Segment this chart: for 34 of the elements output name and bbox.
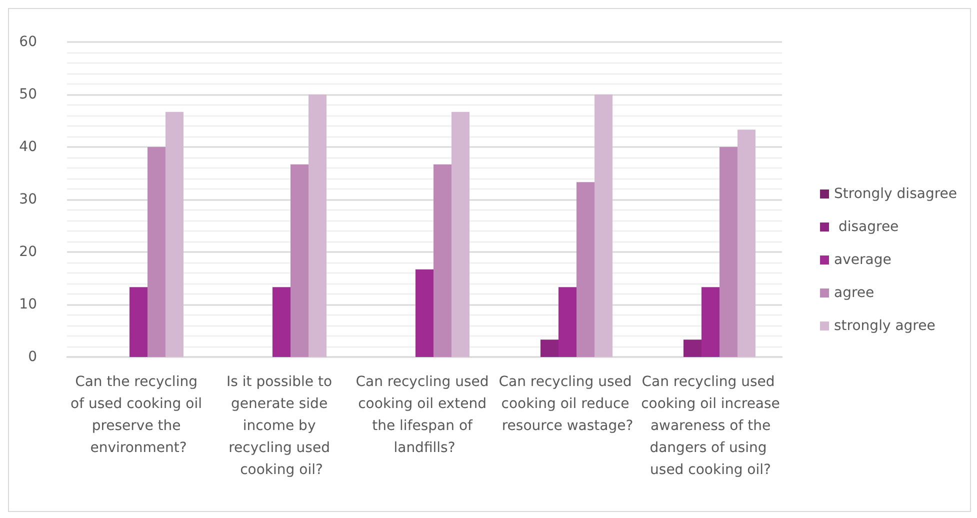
bar [166, 112, 184, 357]
bar [684, 340, 702, 357]
bar [702, 287, 720, 357]
bar [738, 130, 756, 357]
x-tick-label: Can the recycling of used cooking oil preserve the environment? [70, 374, 206, 456]
x-tick-label: Can recycling used cooking oil reduce resource wastage? [498, 374, 636, 434]
bar [308, 94, 326, 357]
legend-label: average [834, 252, 892, 268]
bar [148, 147, 166, 357]
bar [416, 269, 434, 357]
x-tick-label: Can recycling used cooking oil increase awareness of the dangers of using used cooking oil? [641, 374, 780, 478]
y-tick-label: 30 [19, 192, 37, 208]
legend-label: disagree [834, 219, 899, 235]
bar [272, 287, 290, 357]
bar [720, 147, 738, 357]
y-tick-label: 10 [19, 296, 37, 312]
bar [558, 287, 576, 357]
legend-label: Strongly disagree [834, 186, 958, 202]
bar [290, 164, 308, 357]
y-tick-label: 60 [19, 34, 37, 50]
y-tick-label: 20 [19, 244, 37, 260]
bar [594, 94, 612, 357]
legend-label: agree [834, 285, 874, 301]
y-tick-label: 0 [28, 349, 37, 365]
legend-label: strongly agree [834, 318, 936, 334]
x-tick-label: Can recycling used cooking oil extend the lifespan of landfills? [356, 374, 494, 456]
bar [130, 287, 148, 357]
bar [540, 340, 558, 357]
bar [434, 164, 452, 357]
x-tick-label: Is it possible to generate side income by recycling used cooking oil? [226, 374, 336, 478]
bar [452, 112, 470, 357]
y-tick-label: 40 [19, 139, 37, 155]
y-tick-label: 50 [19, 86, 37, 102]
bar [576, 182, 594, 357]
